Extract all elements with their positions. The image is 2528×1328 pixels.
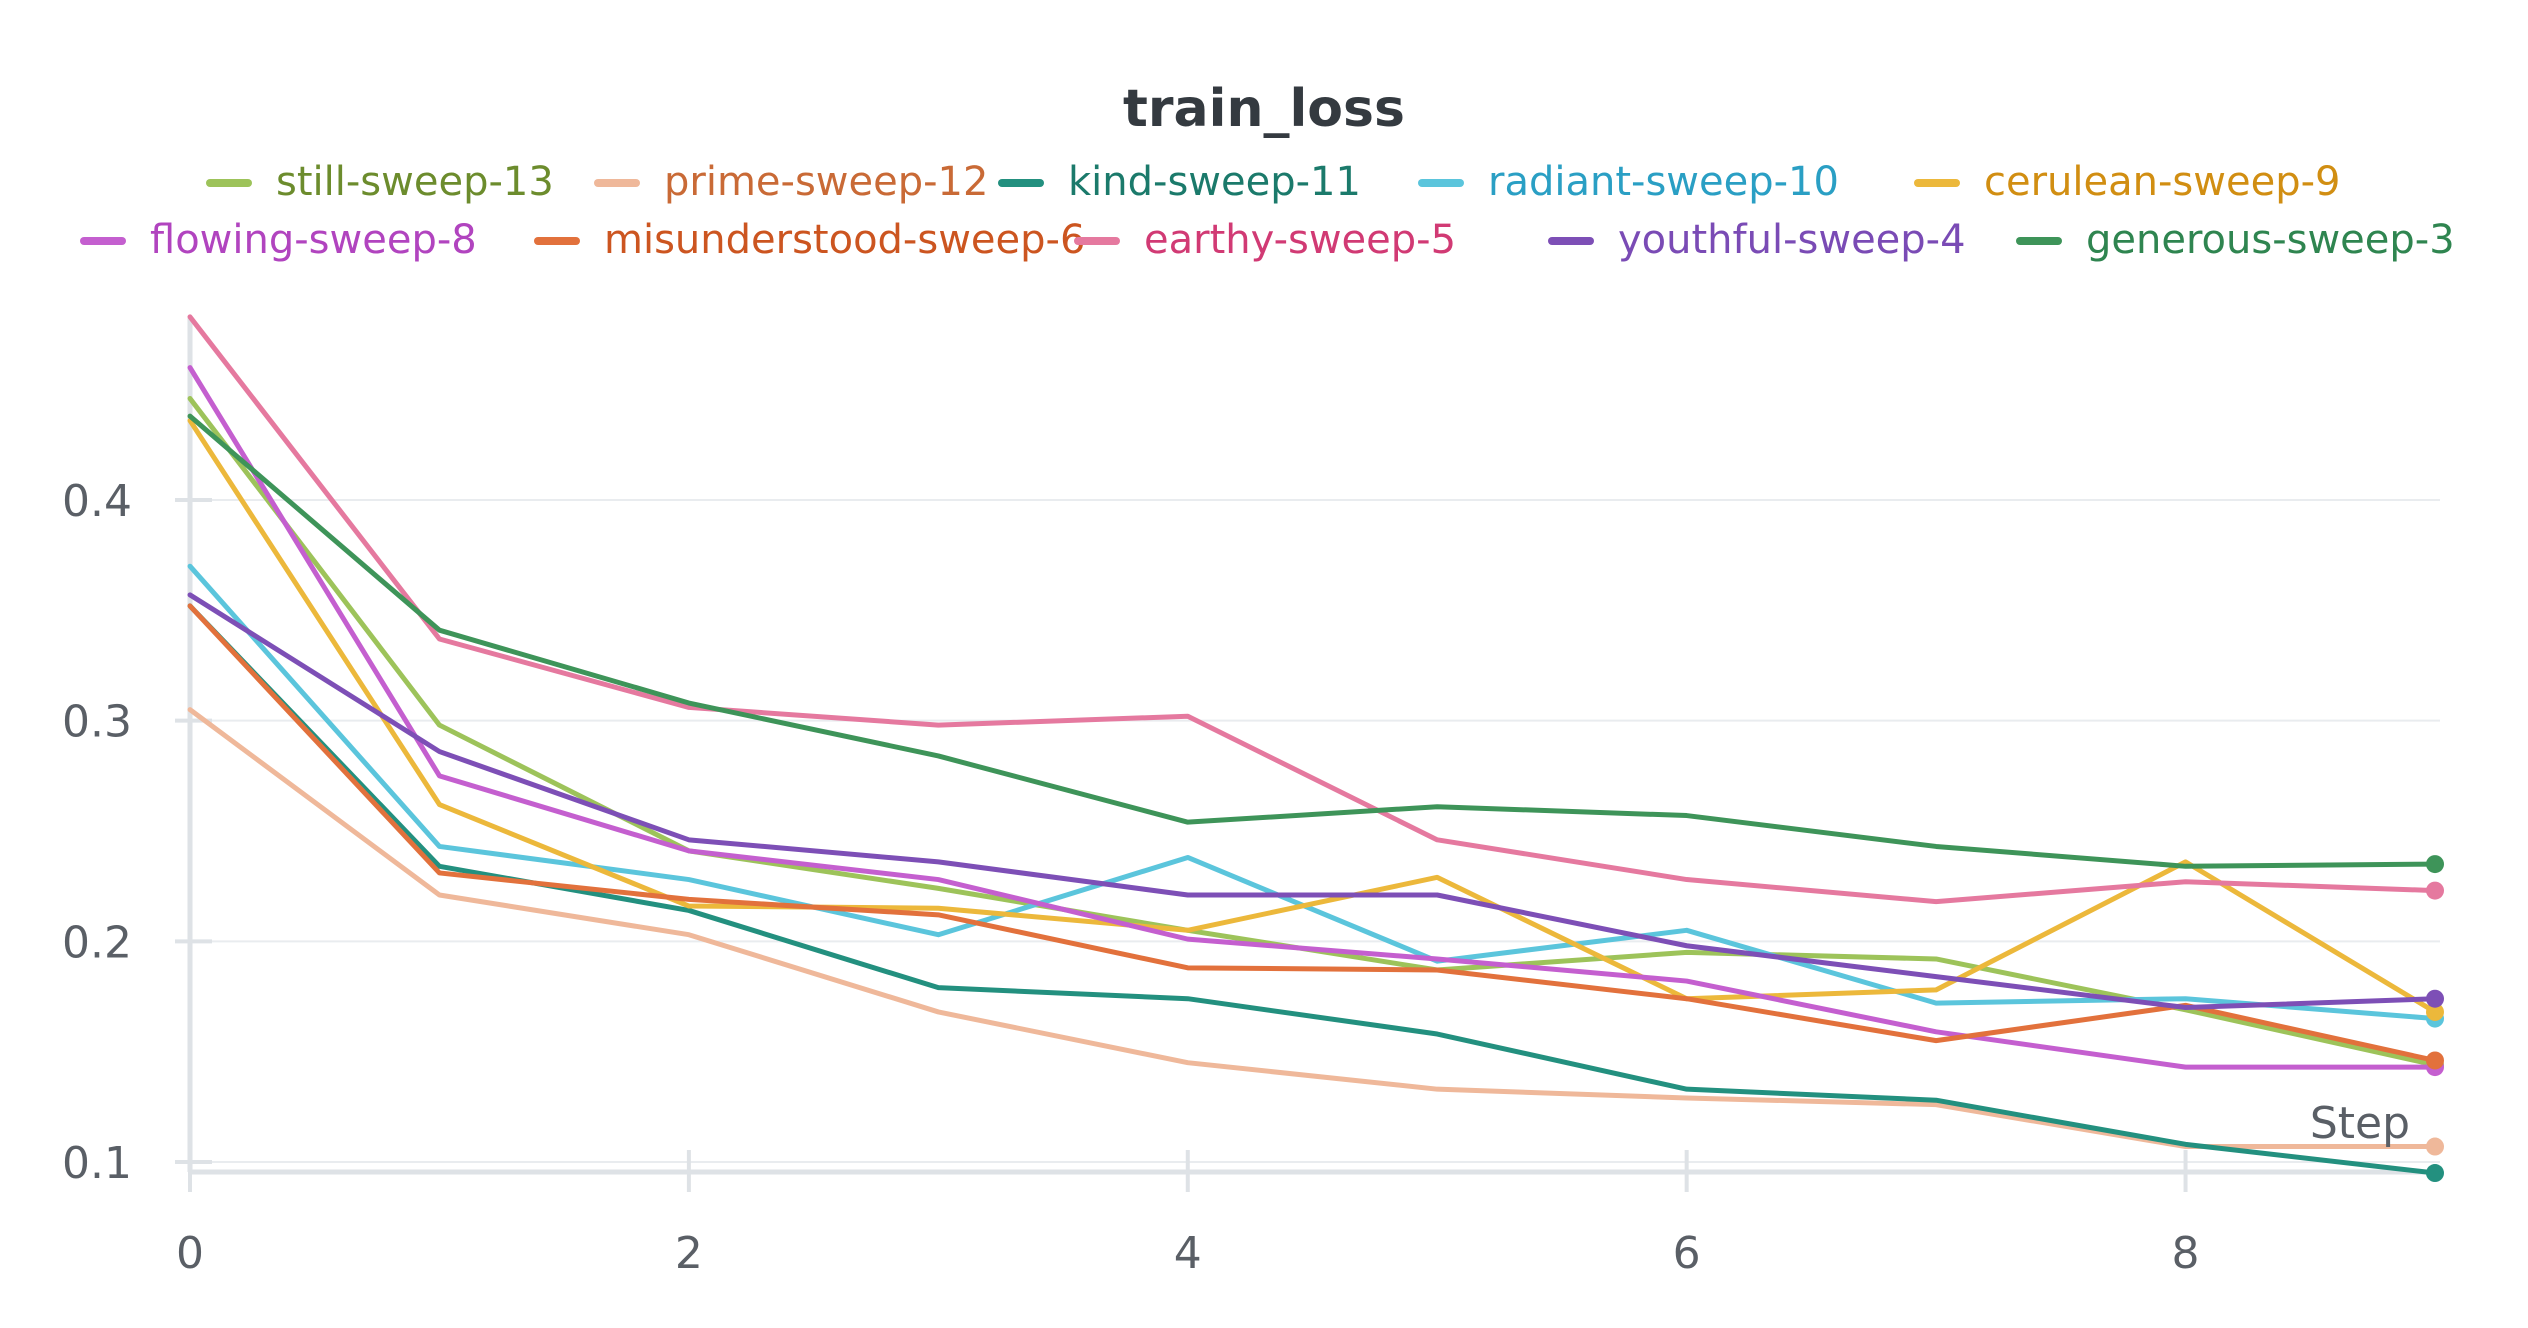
x-axis-label: Step (2310, 1098, 2410, 1149)
y-tick-label: 0.4 (62, 476, 132, 527)
legend-label: kind-sweep-11 (1068, 159, 1361, 205)
legend-item-kind-sweep-11[interactable]: kind-sweep-11 (998, 159, 1361, 205)
series-endpoint-youthful-sweep-4 (2426, 989, 2444, 1008)
axes (175, 318, 2440, 1192)
series-line-misunderstood-sweep-6 (187, 603, 2438, 1063)
series-line-still-sweep-13 (187, 395, 2438, 1068)
y-tick-label: 0.2 (62, 917, 132, 968)
grid (175, 499, 2440, 1163)
x-tick-label: 6 (1673, 1228, 1701, 1279)
legend: still-sweep-13 prime-sweep-12 kind-sweep-1… (80, 159, 2455, 263)
series-line-earthy-sweep-5 (187, 314, 2438, 905)
series-line-generous-sweep-3 (187, 413, 2438, 869)
legend-item-cerulean-sweep-9[interactable]: cerulean-sweep-9 (1914, 159, 2340, 205)
series-endpoint-earthy-sweep-5 (2426, 881, 2444, 900)
legend-item-still-sweep-13[interactable]: still-sweep-13 (206, 159, 554, 205)
y-tick-label: 0.3 (62, 697, 132, 748)
series-endpoint-prime-sweep-12 (2426, 1137, 2444, 1156)
legend-label: misunderstood-sweep-6 (604, 217, 1085, 263)
x-tick-label: 0 (176, 1228, 204, 1279)
x-tick-label: 8 (2172, 1228, 2200, 1279)
series-endpoint-kind-sweep-11 (2426, 1164, 2444, 1183)
legend-label: youthful-sweep-4 (1618, 217, 1966, 263)
series-line-youthful-sweep-4 (187, 592, 2438, 1011)
series-line-flowing-sweep-8 (187, 365, 2438, 1070)
legend-label: radiant-sweep-10 (1488, 159, 1839, 205)
series-line-radiant-sweep-10 (187, 563, 2438, 1022)
series-line-cerulean-sweep-9 (187, 418, 2438, 1015)
legend-label: flowing-sweep-8 (150, 217, 477, 263)
x-tick-label: 4 (1174, 1228, 1202, 1279)
legend-item-flowing-sweep-8[interactable]: flowing-sweep-8 (80, 217, 477, 263)
series-lines (187, 314, 2438, 1176)
legend-item-radiant-sweep-10[interactable]: radiant-sweep-10 (1418, 159, 1839, 205)
series-endpoint-misunderstood-sweep-6 (2426, 1051, 2444, 1070)
legend-label: generous-sweep-3 (2086, 217, 2455, 263)
legend-item-youthful-sweep-4[interactable]: youthful-sweep-4 (1548, 217, 1966, 263)
legend-item-prime-sweep-12[interactable]: prime-sweep-12 (594, 159, 988, 205)
tick-labels: 0 2 4 6 8 0.1 0.2 0.3 0.4 (62, 476, 2200, 1279)
legend-item-generous-sweep-3[interactable]: generous-sweep-3 (2016, 217, 2455, 263)
y-tick-label: 0.1 (62, 1138, 132, 1189)
legend-item-misunderstood-sweep-6[interactable]: misunderstood-sweep-6 (534, 217, 1085, 263)
series-end-points (2426, 855, 2444, 1183)
legend-item-earthy-sweep-5[interactable]: earthy-sweep-5 (1074, 217, 1456, 263)
legend-label: earthy-sweep-5 (1144, 217, 1456, 263)
series-endpoint-cerulean-sweep-9 (2426, 1002, 2444, 1021)
legend-label: cerulean-sweep-9 (1984, 159, 2340, 205)
x-tick-label: 2 (675, 1228, 703, 1279)
legend-label: prime-sweep-12 (664, 159, 988, 205)
chart-title: train_loss (1123, 79, 1405, 139)
series-endpoint-generous-sweep-3 (2426, 855, 2444, 874)
series-line-prime-sweep-12 (187, 707, 2438, 1150)
legend-label: still-sweep-13 (276, 159, 554, 205)
